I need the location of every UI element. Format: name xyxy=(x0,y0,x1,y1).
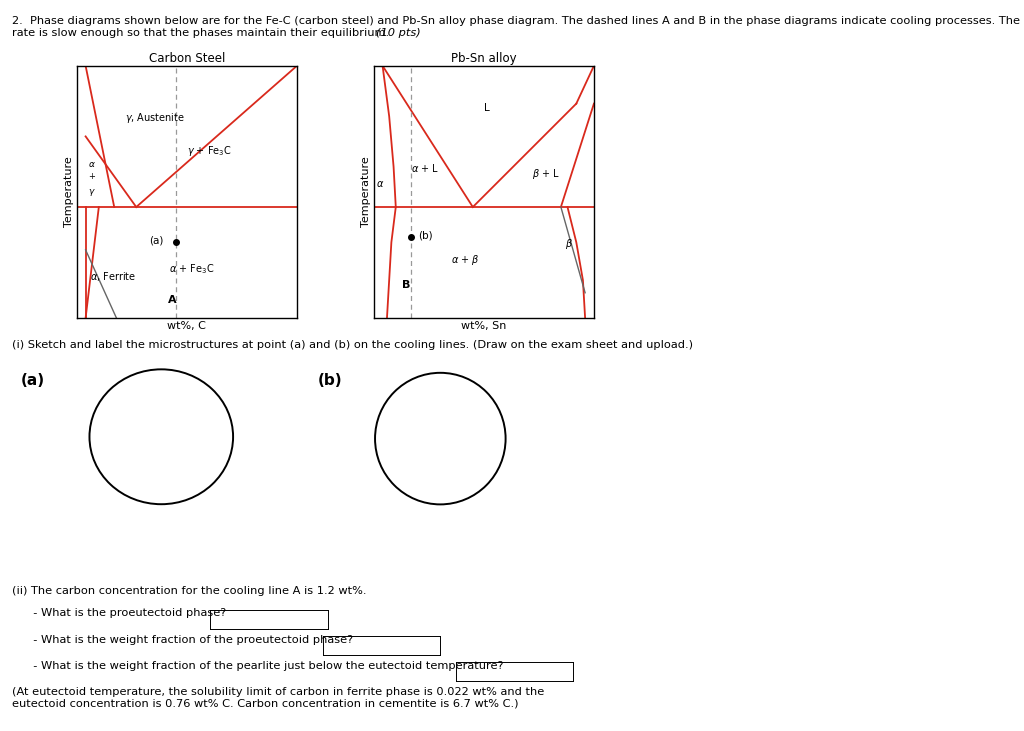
X-axis label: wt%, C: wt%, C xyxy=(168,321,206,330)
Text: - What is the weight fraction of the proeutectoid phase?: - What is the weight fraction of the pro… xyxy=(26,635,352,645)
Text: eutectoid concentration is 0.76 wt% C. Carbon concentration in cementite is 6.7 : eutectoid concentration is 0.76 wt% C. C… xyxy=(12,699,519,709)
Text: $\alpha$ + L: $\alpha$ + L xyxy=(412,162,439,174)
Text: $\alpha$ + $\beta$: $\alpha$ + $\beta$ xyxy=(451,252,479,267)
Y-axis label: Temperature: Temperature xyxy=(65,156,74,227)
Text: L: L xyxy=(483,103,489,113)
Text: A: A xyxy=(168,295,177,305)
Text: $\alpha$ + Fe$_3$C: $\alpha$ + Fe$_3$C xyxy=(169,262,215,276)
Text: - What is the weight fraction of the pearlite just below the eutectoid temperatu: - What is the weight fraction of the pea… xyxy=(26,661,503,671)
Text: (i) Sketch and label the microstructures at point (a) and (b) on the cooling lin: (i) Sketch and label the microstructures… xyxy=(12,340,693,350)
Title: Pb-Sn alloy: Pb-Sn alloy xyxy=(451,52,517,64)
Text: (a): (a) xyxy=(20,373,45,388)
Text: $\alpha$, Ferrite: $\alpha$, Ferrite xyxy=(90,270,136,283)
Text: (At eutectoid temperature, the solubility limit of carbon in ferrite phase is 0.: (At eutectoid temperature, the solubilit… xyxy=(12,687,545,697)
Text: 2.  Phase diagrams shown below are for the Fe-C (carbon steel) and Pb-Sn alloy p: 2. Phase diagrams shown below are for th… xyxy=(12,16,1024,26)
Text: $\alpha$: $\alpha$ xyxy=(376,179,384,189)
Text: +: + xyxy=(88,173,94,181)
Text: $\gamma$, Austenite: $\gamma$, Austenite xyxy=(125,111,185,125)
Text: $\alpha$: $\alpha$ xyxy=(88,159,95,169)
Text: - What is the proeutectoid phase?: - What is the proeutectoid phase? xyxy=(26,608,226,618)
Text: B: B xyxy=(402,280,411,289)
Text: $\gamma$ + Fe$_3$C: $\gamma$ + Fe$_3$C xyxy=(186,144,231,158)
Text: $\beta$: $\beta$ xyxy=(565,238,573,251)
Title: Carbon Steel: Carbon Steel xyxy=(148,52,225,64)
Text: $\beta$ + L: $\beta$ + L xyxy=(532,167,560,181)
X-axis label: wt%, Sn: wt%, Sn xyxy=(461,321,507,330)
Text: (b): (b) xyxy=(418,230,432,240)
Y-axis label: Temperature: Temperature xyxy=(361,156,371,227)
Text: (a): (a) xyxy=(150,235,164,246)
Text: rate is slow enough so that the phases maintain their equilibrium.: rate is slow enough so that the phases m… xyxy=(12,28,396,38)
Text: (10 pts): (10 pts) xyxy=(376,28,421,38)
Text: (ii) The carbon concentration for the cooling line A is 1.2 wt%.: (ii) The carbon concentration for the co… xyxy=(12,586,367,596)
Text: $\gamma$: $\gamma$ xyxy=(88,187,95,198)
Text: (b): (b) xyxy=(317,373,342,388)
